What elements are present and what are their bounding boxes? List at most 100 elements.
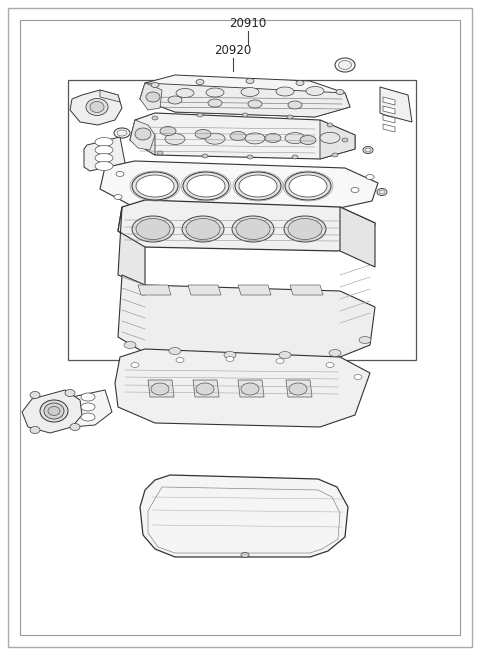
Ellipse shape	[276, 358, 284, 364]
Ellipse shape	[136, 175, 174, 197]
Ellipse shape	[354, 375, 362, 379]
Ellipse shape	[86, 98, 108, 115]
Ellipse shape	[241, 553, 249, 557]
Ellipse shape	[151, 83, 159, 88]
Ellipse shape	[285, 172, 331, 200]
Ellipse shape	[288, 219, 322, 240]
Ellipse shape	[241, 383, 259, 395]
Polygon shape	[84, 137, 125, 171]
Ellipse shape	[300, 136, 316, 145]
Ellipse shape	[114, 195, 122, 200]
Ellipse shape	[30, 426, 40, 434]
Ellipse shape	[329, 350, 341, 356]
Ellipse shape	[70, 424, 80, 430]
Ellipse shape	[136, 219, 170, 240]
Ellipse shape	[363, 147, 373, 153]
Ellipse shape	[30, 392, 40, 398]
Ellipse shape	[232, 216, 274, 242]
Polygon shape	[118, 275, 375, 357]
Ellipse shape	[365, 148, 371, 152]
Ellipse shape	[151, 383, 169, 395]
Polygon shape	[140, 475, 348, 557]
Polygon shape	[188, 285, 221, 295]
Ellipse shape	[44, 403, 64, 419]
Ellipse shape	[289, 175, 327, 197]
Ellipse shape	[131, 362, 139, 367]
Ellipse shape	[287, 115, 293, 119]
Ellipse shape	[332, 153, 338, 157]
Ellipse shape	[160, 126, 176, 136]
Ellipse shape	[95, 138, 113, 147]
Ellipse shape	[124, 341, 136, 348]
Ellipse shape	[288, 101, 302, 109]
Ellipse shape	[320, 132, 340, 143]
Ellipse shape	[235, 172, 281, 200]
Ellipse shape	[246, 79, 254, 83]
Ellipse shape	[152, 116, 158, 120]
Ellipse shape	[176, 358, 184, 362]
Ellipse shape	[366, 174, 374, 179]
Ellipse shape	[195, 130, 211, 138]
Text: 20910: 20910	[229, 17, 266, 30]
Polygon shape	[62, 390, 112, 427]
Ellipse shape	[285, 132, 305, 143]
Polygon shape	[193, 380, 219, 397]
Ellipse shape	[377, 189, 387, 195]
Text: 20920: 20920	[215, 44, 252, 57]
Polygon shape	[148, 380, 174, 397]
Ellipse shape	[224, 352, 236, 358]
Ellipse shape	[284, 216, 326, 242]
Ellipse shape	[206, 88, 224, 97]
Polygon shape	[118, 200, 375, 251]
Polygon shape	[100, 90, 120, 102]
Polygon shape	[286, 380, 312, 397]
Ellipse shape	[279, 352, 291, 358]
Ellipse shape	[242, 113, 248, 117]
Ellipse shape	[95, 153, 113, 162]
Ellipse shape	[276, 87, 294, 96]
Polygon shape	[140, 83, 162, 110]
Ellipse shape	[326, 362, 334, 367]
Ellipse shape	[226, 356, 234, 362]
Ellipse shape	[132, 172, 178, 200]
Ellipse shape	[197, 113, 203, 117]
Ellipse shape	[338, 60, 351, 69]
Ellipse shape	[205, 133, 225, 144]
Ellipse shape	[95, 145, 113, 155]
Polygon shape	[138, 285, 171, 295]
Polygon shape	[238, 380, 264, 397]
Ellipse shape	[165, 134, 185, 145]
Polygon shape	[100, 161, 378, 209]
Bar	[68, 80, 416, 360]
Ellipse shape	[306, 86, 324, 96]
Ellipse shape	[196, 79, 204, 84]
Ellipse shape	[187, 175, 225, 197]
Ellipse shape	[247, 155, 253, 159]
Polygon shape	[70, 90, 122, 125]
Ellipse shape	[379, 190, 385, 194]
Polygon shape	[118, 207, 145, 285]
Polygon shape	[290, 285, 323, 295]
Ellipse shape	[351, 187, 359, 193]
Polygon shape	[383, 106, 395, 114]
Ellipse shape	[239, 175, 277, 197]
Ellipse shape	[202, 154, 208, 158]
Polygon shape	[130, 120, 155, 155]
Polygon shape	[140, 75, 350, 117]
Polygon shape	[140, 83, 350, 117]
Ellipse shape	[230, 132, 246, 141]
Ellipse shape	[81, 413, 95, 421]
Ellipse shape	[117, 130, 127, 136]
Polygon shape	[383, 97, 395, 105]
Ellipse shape	[81, 393, 95, 401]
Ellipse shape	[114, 128, 130, 138]
Ellipse shape	[95, 162, 113, 170]
Ellipse shape	[359, 337, 371, 343]
Ellipse shape	[169, 348, 181, 354]
Ellipse shape	[342, 138, 348, 142]
Ellipse shape	[336, 90, 344, 94]
Ellipse shape	[48, 407, 60, 415]
Ellipse shape	[248, 100, 262, 108]
Ellipse shape	[208, 99, 222, 107]
Ellipse shape	[132, 216, 174, 242]
